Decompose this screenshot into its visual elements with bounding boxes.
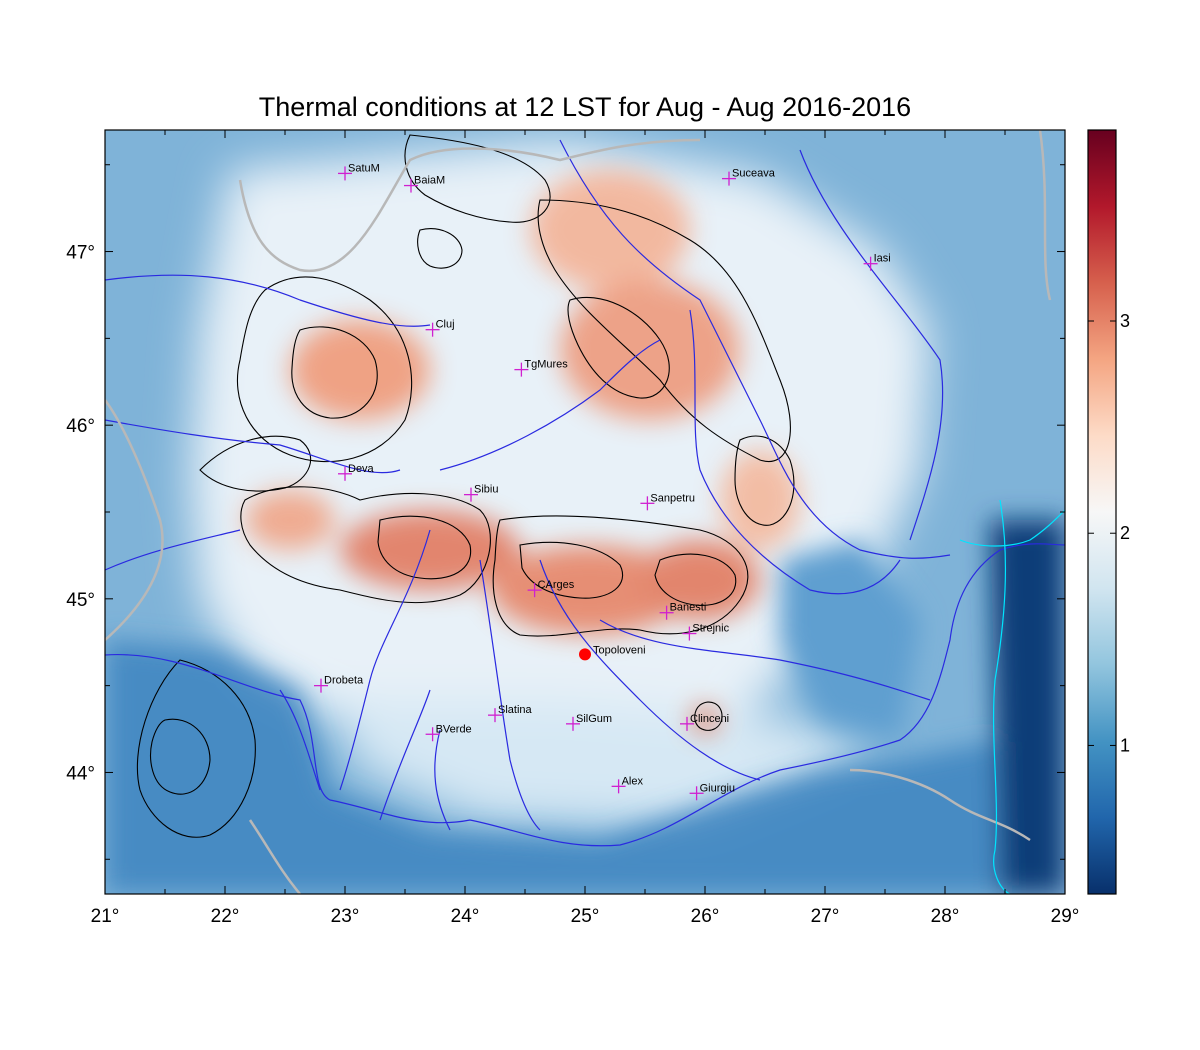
x-tick-label: 21° — [91, 906, 120, 927]
x-tick-label: 26° — [691, 906, 720, 927]
station-label: CArges — [538, 579, 575, 591]
colorbar: 1 2 3 — [1087, 129, 1130, 895]
map-title: Thermal conditions at 12 LST for Aug - A… — [258, 92, 912, 122]
station-label: Iasi — [874, 253, 891, 265]
station-label: SilGum — [576, 713, 612, 725]
colorbar-gradient — [1087, 129, 1117, 895]
x-tick-label: 29° — [1051, 906, 1080, 927]
x-tick-label: 23° — [331, 906, 360, 927]
station-label: Strejnic — [692, 623, 729, 635]
station-marker: SatuM — [338, 162, 380, 181]
x-tick-label: 25° — [571, 906, 600, 927]
station-marker: Suceava — [722, 168, 776, 186]
colorbar-tick-label: 2 — [1120, 523, 1130, 543]
station-label: Slatina — [498, 704, 533, 716]
colorbar-tick-label: 3 — [1120, 311, 1130, 331]
station-label: Banesti — [670, 602, 707, 614]
station-marker: Sanpetru — [640, 492, 695, 511]
stations-layer: SatuM BaiaM Suceava Iasi Cluj TgMures Deva Sibi… — [314, 162, 891, 801]
station-marker: CArges — [527, 579, 575, 598]
station-label: BaiaM — [414, 175, 445, 187]
station-marker: Giurgiu — [689, 782, 735, 801]
station-marker: Iasi — [863, 253, 891, 271]
station-label: Cluj — [436, 319, 455, 331]
station-marker: Cluj — [425, 319, 455, 337]
station-marker: BaiaM — [404, 175, 445, 193]
x-tick-label: 28° — [931, 906, 960, 927]
station-marker: Alex — [611, 775, 644, 794]
station-label: BVerde — [436, 723, 472, 735]
station-label: Clinceni — [690, 713, 729, 725]
station-marker: Slatina — [488, 704, 533, 723]
station-marker: Strejnic — [682, 623, 730, 641]
highlight-station-label: Topoloveni — [593, 644, 646, 656]
station-label: Deva — [348, 463, 375, 475]
station-marker: Deva — [338, 463, 375, 481]
plot-frame — [104, 129, 1066, 895]
y-tick-label: 45° — [66, 590, 95, 611]
station-label: Sibiu — [474, 484, 498, 496]
station-label: TgMures — [524, 359, 568, 371]
station-label: Giurgiu — [700, 782, 735, 794]
station-label: Suceava — [732, 168, 776, 180]
station-marker: Banesti — [659, 602, 707, 620]
station-label: Alex — [622, 775, 644, 787]
y-tick-label: 47° — [66, 243, 95, 264]
x-tick-label: 27° — [811, 906, 840, 927]
station-marker: Sibiu — [464, 484, 498, 502]
station-label: SatuM — [348, 162, 380, 174]
x-tick-labels: 21° 22° 23° 24° 25° 26° 27° 28° 29° — [91, 906, 1080, 927]
station-label: Drobeta — [324, 675, 364, 687]
x-tick-label: 24° — [451, 906, 480, 927]
y-tick-labels: 44° 45° 46° 47° — [66, 243, 95, 785]
station-marker: SilGum — [566, 713, 612, 731]
y-tick-label: 46° — [66, 416, 95, 437]
station-marker: BVerde — [425, 723, 472, 742]
x-tick-label: 22° — [211, 906, 240, 927]
highlight-station-dot — [579, 648, 591, 661]
station-marker: Clinceni — [680, 713, 729, 731]
y-tick-label: 44° — [66, 763, 95, 784]
colorbar-tick-label: 1 — [1120, 735, 1130, 755]
station-marker: TgMures — [514, 359, 568, 377]
station-label: Sanpetru — [650, 492, 695, 504]
station-marker: Drobeta — [314, 675, 364, 693]
thermal-field — [105, 130, 1065, 894]
